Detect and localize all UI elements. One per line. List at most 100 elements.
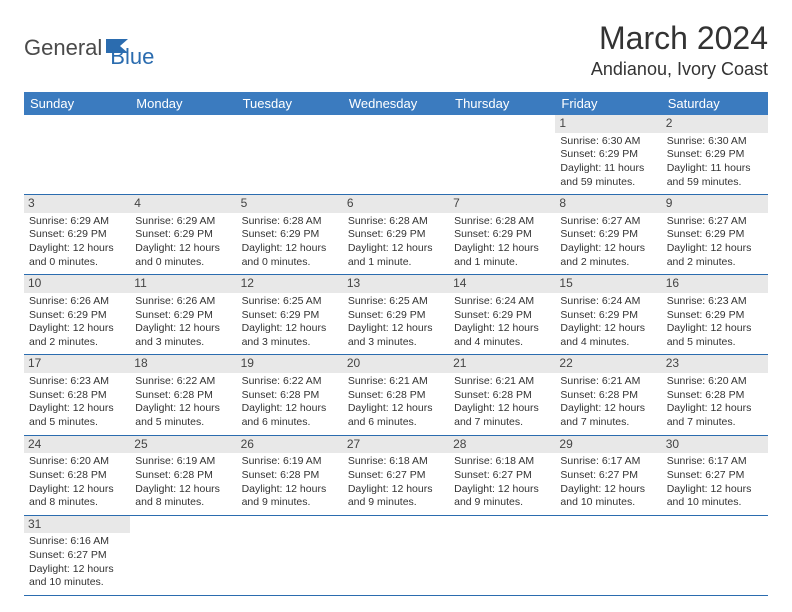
sunrise-text: Sunrise: 6:18 AM [348,455,444,469]
day-cell: 13Sunrise: 6:25 AMSunset: 6:29 PMDayligh… [343,275,449,354]
sunset-text: Sunset: 6:28 PM [667,389,763,403]
sunset-text: Sunset: 6:29 PM [29,228,125,242]
daylight-text: Daylight: 12 hours and 0 minutes. [242,242,338,269]
day-cell [343,516,449,595]
sunset-text: Sunset: 6:28 PM [29,469,125,483]
location: Andianou, Ivory Coast [591,59,768,80]
sunrise-text: Sunrise: 6:21 AM [560,375,656,389]
day-number [449,115,555,133]
week-row: 31Sunrise: 6:16 AMSunset: 6:27 PMDayligh… [24,516,768,596]
sunrise-text: Sunrise: 6:24 AM [454,295,550,309]
day-number: 4 [130,195,236,213]
sunset-text: Sunset: 6:29 PM [242,309,338,323]
daylight-text: Daylight: 12 hours and 10 minutes. [667,483,763,510]
day-cell: 15Sunrise: 6:24 AMSunset: 6:29 PMDayligh… [555,275,661,354]
weekday-monday: Monday [130,92,236,115]
day-number: 25 [130,436,236,454]
day-number: 31 [24,516,130,534]
week-row: 3Sunrise: 6:29 AMSunset: 6:29 PMDaylight… [24,195,768,275]
day-number: 30 [662,436,768,454]
weekday-thursday: Thursday [449,92,555,115]
sunrise-text: Sunrise: 6:22 AM [242,375,338,389]
day-cell [449,115,555,194]
day-cell: 28Sunrise: 6:18 AMSunset: 6:27 PMDayligh… [449,436,555,515]
sunset-text: Sunset: 6:28 PM [242,389,338,403]
weekday-friday: Friday [555,92,661,115]
sunset-text: Sunset: 6:29 PM [667,148,763,162]
day-cell: 17Sunrise: 6:23 AMSunset: 6:28 PMDayligh… [24,355,130,434]
sunset-text: Sunset: 6:29 PM [667,309,763,323]
day-cell: 3Sunrise: 6:29 AMSunset: 6:29 PMDaylight… [24,195,130,274]
day-cell: 12 Sunrise: 6:25 AMSunset: 6:29 PMDayligh… [237,275,343,354]
week-row: 1Sunrise: 6:30 AMSunset: 6:29 PMDaylight… [24,115,768,195]
day-cell: 25Sunrise: 6:19 AMSunset: 6:28 PMDayligh… [130,436,236,515]
sunrise-text: Sunrise: 6:30 AM [560,135,656,149]
day-cell: 16Sunrise: 6:23 AMSunset: 6:29 PMDayligh… [662,275,768,354]
sunset-text: Sunset: 6:29 PM [348,228,444,242]
daylight-text: Daylight: 12 hours and 3 minutes. [242,322,338,349]
sunrise-text: Sunrise: 6:24 AM [560,295,656,309]
daylight-text: Daylight: 12 hours and 8 minutes. [29,483,125,510]
day-number: 22 [555,355,661,373]
sunset-text: Sunset: 6:29 PM [242,228,338,242]
month-title: March 2024 [591,20,768,57]
day-cell: 27Sunrise: 6:18 AMSunset: 6:27 PMDayligh… [343,436,449,515]
day-number: 8 [555,195,661,213]
sunset-text: Sunset: 6:27 PM [348,469,444,483]
sunrise-text: Sunrise: 6:29 AM [29,215,125,229]
daylight-text: Daylight: 12 hours and 0 minutes. [29,242,125,269]
sunset-text: Sunset: 6:29 PM [135,228,231,242]
daylight-text: Daylight: 12 hours and 7 minutes. [560,402,656,429]
header: General Blue March 2024 Andianou, Ivory … [24,20,768,80]
day-cell: 11Sunrise: 6:26 AMSunset: 6:29 PMDayligh… [130,275,236,354]
sunset-text: Sunset: 6:29 PM [560,228,656,242]
day-number [130,115,236,133]
day-cell: 18Sunrise: 6:22 AMSunset: 6:28 PMDayligh… [130,355,236,434]
day-number: 11 [130,275,236,293]
daylight-text: Daylight: 12 hours and 10 minutes. [560,483,656,510]
day-cell: 4Sunrise: 6:29 AMSunset: 6:29 PMDaylight… [130,195,236,274]
day-number: 27 [343,436,449,454]
daylight-text: Daylight: 12 hours and 6 minutes. [348,402,444,429]
daylight-text: Daylight: 12 hours and 4 minutes. [454,322,550,349]
weekday-wednesday: Wednesday [343,92,449,115]
daylight-text: Daylight: 11 hours and 59 minutes. [560,162,656,189]
daylight-text: Daylight: 12 hours and 1 minute. [348,242,444,269]
day-number: 19 [237,355,343,373]
sunset-text: Sunset: 6:28 PM [29,389,125,403]
sunset-text: Sunset: 6:28 PM [135,469,231,483]
daylight-text: Daylight: 12 hours and 3 minutes. [348,322,444,349]
sunrise-text: Sunrise: 6:29 AM [135,215,231,229]
sunrise-text: Sunrise: 6:16 AM [29,535,125,549]
day-number: 29 [555,436,661,454]
day-cell [662,516,768,595]
sunset-text: Sunset: 6:29 PM [454,228,550,242]
sunrise-text: Sunrise: 6:21 AM [454,375,550,389]
sunset-text: Sunset: 6:29 PM [29,309,125,323]
day-number: 23 [662,355,768,373]
weekday-sunday: Sunday [24,92,130,115]
sunrise-text: Sunrise: 6:25 AM [242,295,338,309]
day-number: 24 [24,436,130,454]
day-cell: 26Sunrise: 6:19 AMSunset: 6:28 PMDayligh… [237,436,343,515]
weekday-tuesday: Tuesday [237,92,343,115]
sunset-text: Sunset: 6:27 PM [29,549,125,563]
day-cell: 8Sunrise: 6:27 AMSunset: 6:29 PMDaylight… [555,195,661,274]
daylight-text: Daylight: 12 hours and 6 minutes. [242,402,338,429]
day-cell: 6Sunrise: 6:28 AMSunset: 6:29 PMDaylight… [343,195,449,274]
day-number: 12 [237,275,343,293]
day-number: 10 [24,275,130,293]
sunrise-text: Sunrise: 6:30 AM [667,135,763,149]
daylight-text: Daylight: 12 hours and 2 minutes. [667,242,763,269]
week-row: 10Sunrise: 6:26 AMSunset: 6:29 PMDayligh… [24,275,768,355]
daylight-text: Daylight: 12 hours and 2 minutes. [29,322,125,349]
day-number [130,516,236,534]
sunrise-text: Sunrise: 6:19 AM [135,455,231,469]
day-number: 26 [237,436,343,454]
day-cell: 14Sunrise: 6:24 AMSunset: 6:29 PMDayligh… [449,275,555,354]
sunrise-text: Sunrise: 6:23 AM [29,375,125,389]
sunset-text: Sunset: 6:27 PM [454,469,550,483]
day-number: 5 [237,195,343,213]
sunset-text: Sunset: 6:29 PM [560,309,656,323]
week-row: 24Sunrise: 6:20 AMSunset: 6:28 PMDayligh… [24,436,768,516]
